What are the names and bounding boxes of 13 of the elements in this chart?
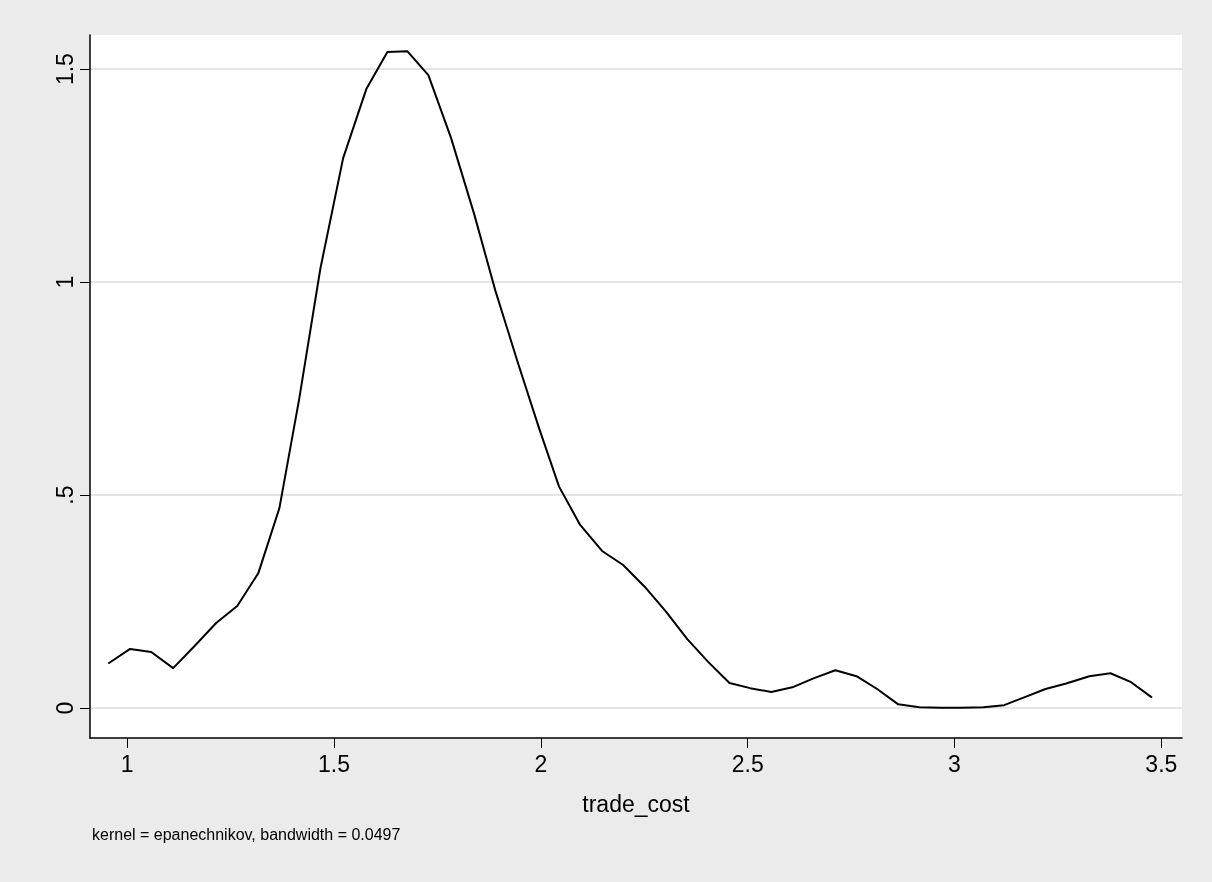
- x-tick-label: 3.5: [1145, 750, 1178, 777]
- text: kernel = epanechnikov, bandwidth = 0.0497: [92, 825, 401, 843]
- line-series: [108, 50, 1153, 709]
- x-tick-label: 2: [534, 750, 548, 777]
- x-tick-label: 3: [948, 750, 961, 777]
- y-tick-label: 1.5: [51, 53, 78, 86]
- x-tick-label: 1: [120, 750, 134, 777]
- x-axis-title: trade_cost: [582, 790, 691, 817]
- y-tick-label: 0: [51, 701, 78, 715]
- y-tick-label: .5: [51, 485, 78, 505]
- x-tick-label: 1.5: [318, 750, 351, 777]
- y-tick-label: 1: [51, 275, 78, 289]
- x-tick-label: 2.5: [731, 750, 764, 777]
